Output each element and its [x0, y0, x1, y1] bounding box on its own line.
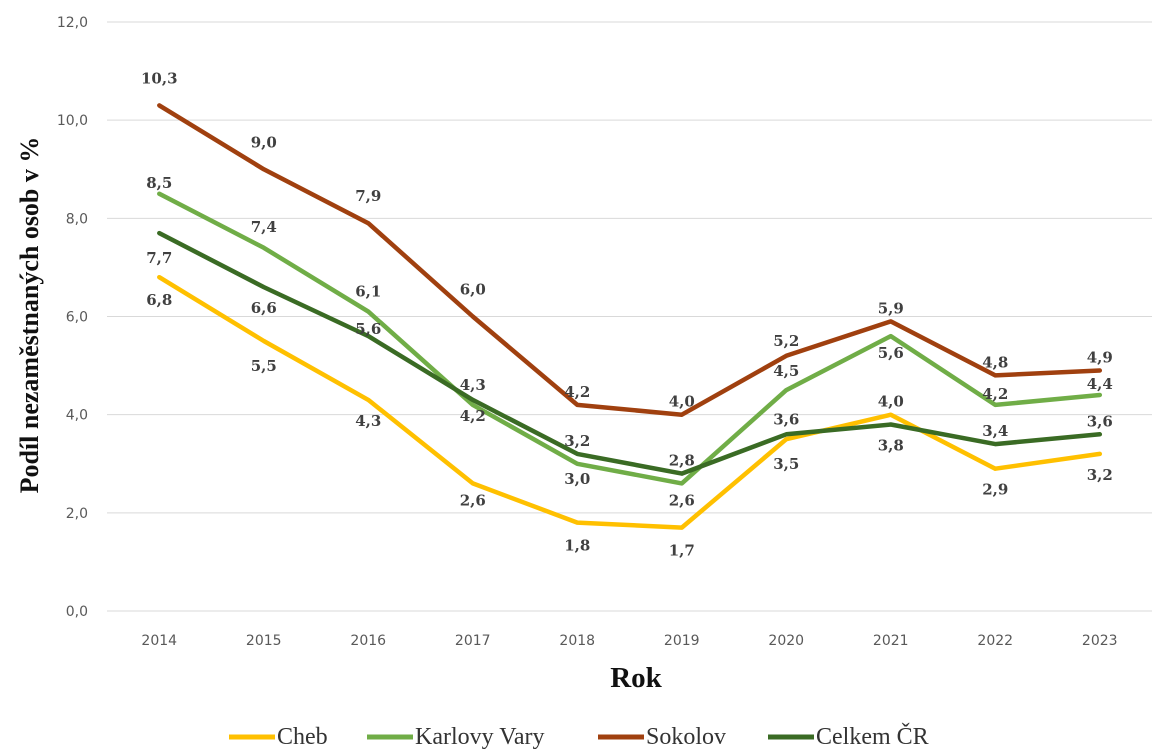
gridlines	[107, 21, 1152, 612]
data-label: 4,0	[878, 393, 904, 411]
y-tick-label: 4,0	[66, 408, 88, 424]
legend-label: Celkem ČR	[816, 723, 929, 750]
data-label: 3,2	[564, 432, 590, 450]
x-tick-label: 2019	[664, 633, 700, 649]
data-label: 3,4	[982, 422, 1008, 440]
legend-label: Cheb	[277, 724, 328, 750]
data-label: 4,9	[1087, 348, 1113, 366]
data-label: 5,6	[878, 344, 904, 362]
x-tick-labels: 2014 2015 2016 2017 2018 2019 2020 2021 2022 2023	[141, 633, 1117, 649]
x-tick-label: 2021	[873, 633, 909, 649]
y-tick-label: 0,0	[66, 604, 88, 620]
data-label: 7,4	[251, 218, 277, 236]
legend-label: Sokolov	[646, 724, 726, 750]
data-label: 1,8	[564, 537, 590, 555]
data-label: 3,8	[878, 436, 904, 454]
series-line-celkem-r	[157, 230, 1103, 476]
data-label: 5,5	[251, 357, 277, 375]
data-label: 4,3	[355, 412, 381, 430]
data-label: 4,2	[982, 385, 1008, 403]
legend: Cheb Karlovy Vary Sokolov Celkem ČR	[229, 723, 929, 750]
x-tick-label: 2022	[977, 633, 1013, 649]
data-label: 1,7	[669, 542, 695, 560]
data-label: 2,9	[982, 481, 1008, 499]
y-tick-label: 10,0	[57, 113, 88, 129]
data-label: 3,6	[773, 410, 799, 428]
data-label: 4,5	[773, 362, 799, 380]
data-label: 4,0	[669, 393, 695, 411]
data-label: 6,1	[355, 283, 381, 301]
data-label: 9,0	[251, 133, 277, 151]
x-axis-title: Rok	[610, 662, 662, 694]
x-tick-label: 2017	[455, 633, 491, 649]
data-label: 5,2	[773, 332, 799, 350]
y-axis-title: Podíl nezaměstnaných osob v %	[15, 137, 44, 494]
x-tick-label: 2014	[141, 633, 177, 649]
x-tick-label: 2015	[246, 633, 282, 649]
x-tick-label: 2018	[559, 633, 595, 649]
data-label: 5,9	[878, 299, 904, 317]
data-label: 3,2	[1087, 466, 1113, 484]
data-label: 3,0	[564, 470, 590, 488]
x-tick-label: 2020	[768, 633, 804, 649]
data-label: 2,8	[669, 452, 695, 470]
y-tick-label: 12,0	[57, 15, 88, 31]
data-label: 6,6	[251, 299, 277, 317]
series-line-cheb	[157, 274, 1103, 530]
data-labels: 6,8 5,5 4,3 2,6 1,8 1,7 3,5 4,0 2,9 3,2 8,5 7,4 6,1 4…	[141, 69, 1113, 559]
series-lines	[157, 103, 1103, 530]
x-tick-label: 2023	[1082, 633, 1118, 649]
y-tick-label: 8,0	[66, 211, 88, 227]
series-line-sokolov	[157, 103, 1103, 417]
y-tick-label: 2,0	[66, 506, 88, 522]
data-label: 2,6	[460, 491, 486, 509]
data-label: 7,7	[146, 249, 172, 267]
data-label: 4,2	[564, 383, 590, 401]
data-label: 6,8	[146, 291, 172, 309]
series-line-karlovy-vary	[157, 191, 1103, 486]
y-tick-labels: 0,0 2,0 4,0 6,0 8,0 10,0 12,0	[57, 15, 88, 620]
data-label: 7,9	[355, 187, 381, 205]
data-label: 4,3	[460, 376, 486, 394]
data-label: 4,2	[460, 407, 486, 425]
x-tick-label: 2016	[350, 633, 386, 649]
y-tick-label: 6,0	[66, 310, 88, 326]
data-label: 2,6	[669, 491, 695, 509]
data-label: 10,3	[141, 69, 178, 87]
data-label: 3,6	[1087, 412, 1113, 430]
data-label: 4,8	[982, 353, 1008, 371]
data-label: 8,5	[146, 174, 172, 192]
data-label: 4,4	[1087, 375, 1113, 393]
data-label: 5,6	[355, 320, 381, 338]
legend-label: Karlovy Vary	[415, 724, 545, 750]
data-label: 3,5	[773, 455, 799, 473]
data-label: 6,0	[460, 281, 486, 299]
